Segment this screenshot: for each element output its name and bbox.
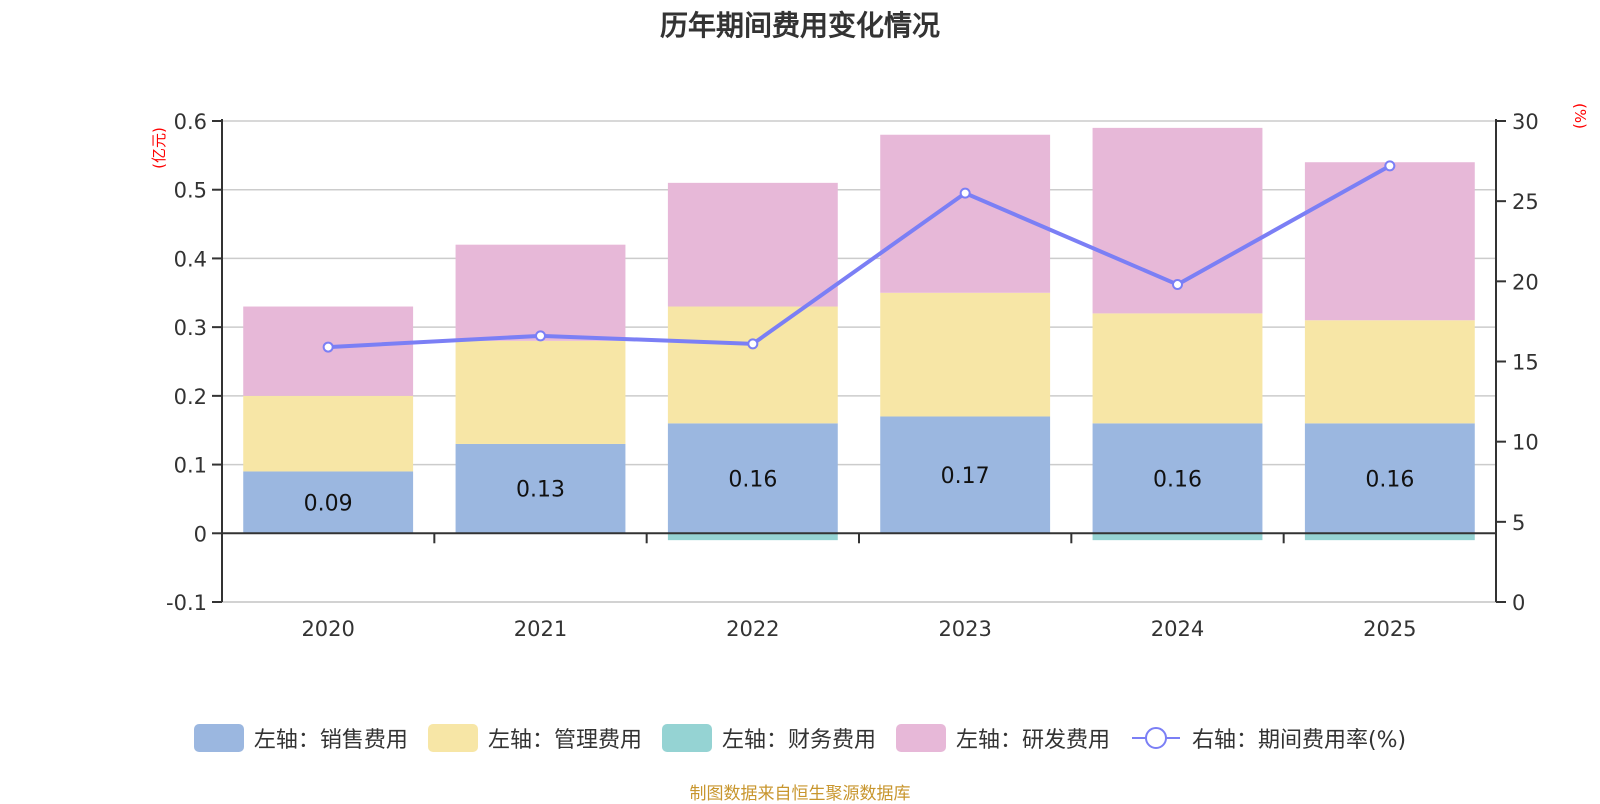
rate-point-2024 (1172, 279, 1183, 291)
x-axis-label: 2020 (301, 617, 354, 641)
bar-admin-2021 (455, 340, 626, 444)
bar-admin-2020 (243, 395, 414, 472)
left-axis-tick-label: 0.1 (174, 454, 207, 478)
left-axis-unit: (亿元) (150, 127, 168, 169)
x-axis-label: 2022 (726, 617, 779, 641)
data-source-note: 制图数据来自恒生聚源数据库 (689, 784, 911, 804)
x-axis-label: 2023 (938, 617, 991, 641)
right-axis-tick-label: 20 (1512, 270, 1539, 294)
bar-sales-2024 (1092, 423, 1263, 534)
left-axis-tick-label: 0.5 (174, 179, 207, 203)
left-axis-tick-label: 0.3 (174, 316, 207, 340)
legend-label: 左轴：研发费用 (955, 728, 1110, 753)
legend-item-admin[interactable]: 左轴：管理费用 (427, 722, 642, 754)
bar-rd-2022 (667, 182, 838, 307)
x-axis-label: 2024 (1151, 617, 1204, 641)
bar-sales-2020 (243, 471, 414, 534)
bar-sales-2022 (667, 423, 838, 534)
bars (243, 127, 1475, 541)
legend-label: 右轴：期间费用率(%) (1191, 728, 1407, 753)
bar-admin-2025 (1304, 320, 1475, 424)
legend-line-marker-icon (1131, 727, 1180, 749)
right-axis-tick-label: 15 (1512, 351, 1539, 375)
bar-admin-2024 (1092, 313, 1263, 424)
bar-value-label: 0.09 (304, 491, 353, 516)
rate-point-2021 (535, 330, 546, 342)
bar-rd-2021 (455, 244, 626, 341)
legend-label: 左轴：管理费用 (487, 728, 642, 753)
legend-item-sales[interactable]: 左轴：销售费用 (193, 722, 408, 754)
left-axis-tick-label: -0.1 (166, 591, 207, 615)
chart-title: 历年期间费用变化情况 (659, 9, 940, 42)
bar-value-label: 0.16 (1365, 467, 1414, 492)
bar-rd-2023 (880, 134, 1051, 293)
bar-admin-2022 (667, 306, 838, 424)
left-axis-tick-label: 0.6 (174, 110, 207, 134)
legend-swatch-sales (193, 724, 244, 752)
bar-rd-2025 (1304, 162, 1475, 321)
legend-swatch-rd (895, 724, 946, 752)
bar-finance-2022 (667, 533, 838, 541)
right-axis-unit: (%) (1571, 103, 1589, 129)
bar-value-label: 0.13 (516, 478, 565, 503)
bar-labels: 0.09 0.13 0.16 0.17 0.16 0.16 (304, 464, 1415, 516)
bar-sales-2025 (1304, 423, 1475, 534)
bar-sales-2021 (455, 443, 626, 534)
bar-admin-2023 (880, 292, 1051, 417)
bar-value-label: 0.16 (1153, 467, 1202, 492)
legend-item-rd[interactable]: 左轴：研发费用 (895, 722, 1110, 754)
x-axis-label: 2021 (514, 617, 567, 641)
rate-point-2025 (1384, 160, 1396, 172)
legend-item-rate[interactable]: 右轴：期间费用率(%) (1130, 722, 1406, 754)
rate-line (322, 160, 1396, 353)
legend-label: 左轴：销售费用 (253, 728, 408, 753)
right-axis-tick-label: 0 (1512, 591, 1525, 615)
legend-item-finance[interactable]: 左轴：财务费用 (661, 722, 876, 754)
left-axis-tick-label: 0.4 (174, 247, 207, 271)
right-axis-tick-label: 10 (1512, 431, 1539, 455)
bar-value-label: 0.16 (728, 467, 777, 492)
rate-point-2023 (959, 187, 971, 199)
bar-finance-2025 (1304, 533, 1475, 541)
bar-value-label: 0.17 (941, 464, 990, 489)
right-axis-tick-label: 5 (1512, 511, 1525, 535)
right-axis-tick-label: 30 (1512, 110, 1539, 134)
gridlines (222, 120, 1496, 603)
rate-point-2022 (747, 338, 759, 350)
legend-swatch-finance (661, 724, 712, 752)
left-axis-tick-label: 0.2 (174, 385, 207, 409)
rate-line-path (328, 164, 1391, 350)
rate-point-2020 (322, 341, 334, 353)
legend-label: 左轴：财务费用 (721, 728, 876, 753)
bar-finance-2024 (1092, 533, 1263, 541)
left-axis-tick-label: 0 (194, 522, 207, 546)
legend-swatch-admin (427, 724, 478, 752)
x-axis-label: 2025 (1363, 617, 1416, 641)
bar-sales-2023 (880, 416, 1051, 534)
legend: 左轴：销售费用 左轴：管理费用 左轴：财务费用 左轴：研发费用 右轴：期间费用率(%) (0, 722, 1600, 754)
right-axis-tick-label: 25 (1512, 190, 1539, 214)
